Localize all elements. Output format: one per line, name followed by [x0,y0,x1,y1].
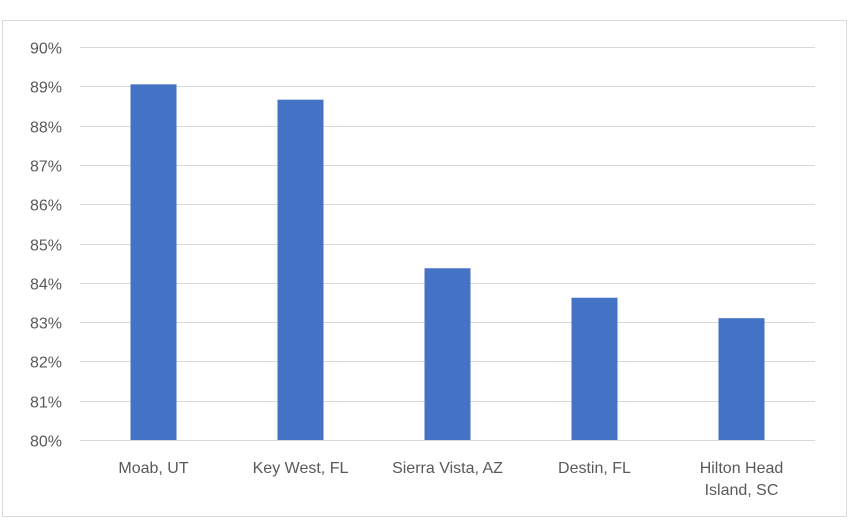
x-tick-label-line: Key West, FL [253,460,349,477]
x-tick-label-line: Moab, UT [118,460,188,477]
y-tick-label: 81% [30,395,62,412]
bar [718,318,765,440]
x-tick-label-line: Island, SC [705,482,779,499]
bar [130,84,177,441]
y-tick-label: 86% [30,198,62,215]
y-tick-label: 84% [30,277,62,294]
bar [571,297,618,440]
x-tick-label-line: Sierra Vista, AZ [392,460,503,477]
y-tick-label: 83% [30,316,62,333]
x-tick-label: Moab, UT [118,460,188,477]
y-tick-label: 89% [30,80,62,97]
x-tick-label: Hilton Head Island, SC [700,460,784,499]
x-tick-label: Sierra Vista, AZ [392,460,503,477]
x-tick-label: Key West, FL [253,460,349,477]
bar [277,99,324,441]
y-tick-label: 88% [30,120,62,137]
y-tick-label: 85% [30,238,62,255]
y-tick-label: 90% [30,41,62,58]
x-tick-label: Destin, FL [558,460,631,477]
x-tick-label-line: Destin, FL [558,460,631,477]
y-tick-label: 82% [30,355,62,372]
y-tick-label: 80% [30,434,62,451]
bar [424,268,471,440]
y-tick-label: 87% [30,159,62,176]
x-tick-label-line: Hilton Head [700,460,784,477]
